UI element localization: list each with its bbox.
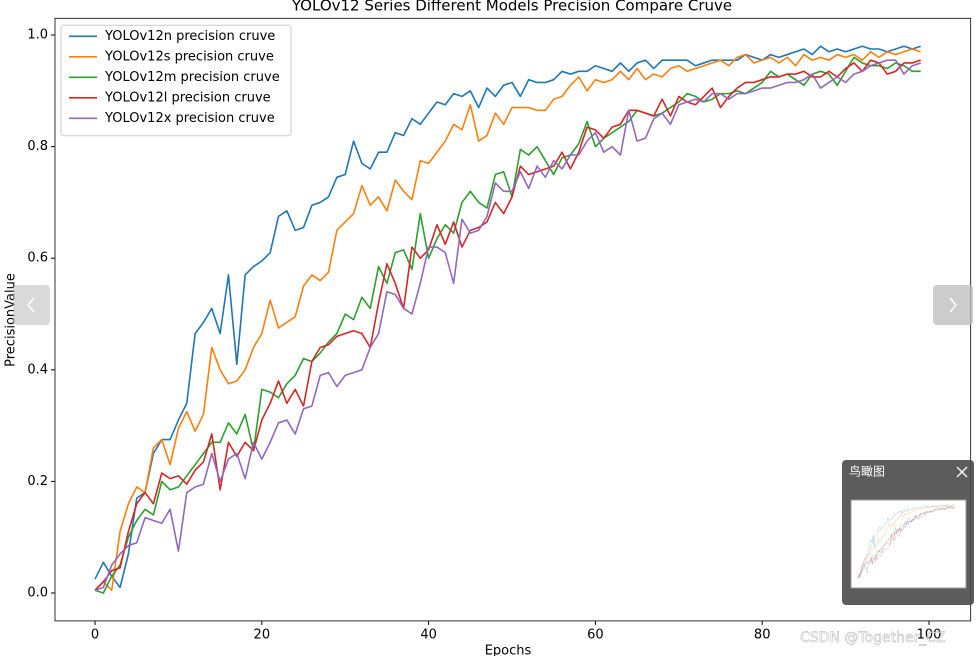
x-tick-label: 100 xyxy=(917,627,942,642)
legend-label: YOLOv12x precision cruve xyxy=(104,111,275,126)
y-tick-label: 0.4 xyxy=(27,362,48,377)
chart-title: YOLOv12 Series Different Models Precisio… xyxy=(291,0,732,15)
next-icon xyxy=(949,297,957,313)
x-tick-label: 80 xyxy=(754,627,771,642)
legend-label: YOLOv12s precision cruve xyxy=(104,49,274,64)
series-line xyxy=(94,48,921,592)
x-tick-label: 0 xyxy=(91,627,99,642)
series-line xyxy=(94,59,921,591)
y-tick-label: 0.8 xyxy=(27,139,48,154)
prev-button[interactable] xyxy=(13,285,50,325)
y-tick-label: 0.0 xyxy=(27,586,48,601)
x-tick-label: 60 xyxy=(587,627,604,642)
legend-label: YOLOv12l precision cruve xyxy=(104,90,271,105)
x-axis-label: Epochs xyxy=(485,644,532,656)
y-tick-label: 0.6 xyxy=(27,251,48,266)
next-button[interactable] xyxy=(933,285,973,325)
legend: YOLOv12n precision cruve YOLOv12s precisi… xyxy=(60,24,292,137)
legend-label: YOLOv12n precision cruve xyxy=(104,29,275,44)
x-tick-label: 40 xyxy=(420,627,437,642)
y-tick-label: 0.2 xyxy=(27,474,48,489)
series-line xyxy=(94,45,921,589)
series-line xyxy=(94,59,921,591)
watermark: CSDN @Together_CZ xyxy=(800,630,946,646)
x-tick-label: 20 xyxy=(254,627,271,642)
legend-box xyxy=(60,24,292,137)
y-tick-label: 1.0 xyxy=(27,28,48,43)
close-button[interactable] xyxy=(956,466,968,478)
viewer-ui: 鸟瞰图 CSDN @Together_CZ xyxy=(13,285,974,646)
series-line xyxy=(94,56,921,594)
plot-area xyxy=(94,45,921,594)
thumbnail xyxy=(850,499,967,589)
prev-icon xyxy=(27,297,35,313)
legend-label: YOLOv12m precision cruve xyxy=(104,70,280,85)
thumbnail-title: 鸟瞰图 xyxy=(849,464,885,479)
